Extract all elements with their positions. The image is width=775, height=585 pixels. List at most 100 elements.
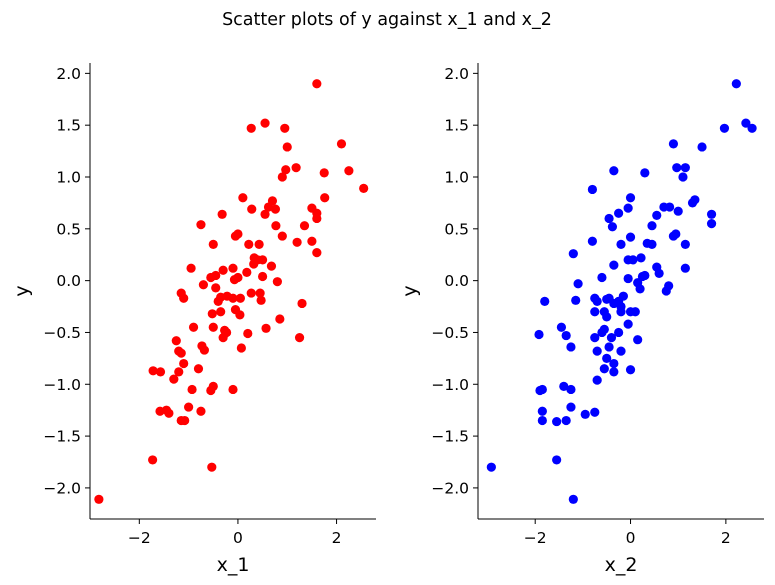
scatter-point-x1-53: [246, 288, 256, 298]
scatter-point-x2-79: [592, 346, 602, 356]
scatter-points-x2: [486, 79, 757, 504]
scatter-point-x1-6: [282, 142, 292, 152]
scatter-point-x2-66: [590, 307, 600, 317]
y-tick-label-x1-0: −2.0: [43, 479, 81, 497]
scatter-point-x1-52: [211, 283, 221, 293]
x-tick-label-x1-2: 2: [332, 529, 342, 547]
scatter-point-x1-31: [307, 236, 317, 246]
scatter-point-x1-62: [213, 296, 223, 306]
scatter-point-x2-94: [580, 409, 590, 419]
scatter-point-x2-2: [747, 123, 757, 133]
y-tick-label-x1-3: −0.5: [43, 324, 81, 342]
scatter-point-x1-75: [218, 333, 228, 343]
y-tick-label-x2-2: −1.0: [431, 376, 469, 394]
scatter-point-x1-41: [228, 263, 238, 273]
scatter-point-x1-76: [294, 333, 305, 343]
x-axis-label-x1: x_1: [217, 554, 250, 576]
scatter-point-x2-80: [616, 346, 626, 356]
scatter-point-x1-10: [319, 168, 329, 178]
scatter-point-x1-44: [242, 267, 252, 277]
scatter-point-x2-91: [566, 402, 576, 412]
scatter-point-x1-7: [291, 163, 301, 173]
scatter-point-x2-18: [665, 202, 675, 212]
y-tick-label-x2-5: 0.5: [444, 220, 469, 238]
scatter-point-x1-58: [179, 293, 189, 303]
scatter-point-x2-1: [741, 118, 751, 128]
scatter-points-x1: [94, 79, 369, 504]
scatter-point-x1-4: [280, 123, 290, 133]
scatter-point-x2-82: [609, 358, 619, 369]
scatter-point-x1-28: [233, 229, 243, 239]
scatter-point-x1-92: [187, 384, 197, 395]
scatter-point-x2-19: [614, 208, 624, 218]
scatter-point-x2-100: [568, 494, 578, 504]
scatter-point-x2-97: [561, 415, 571, 426]
scatter-point-x2-71: [614, 327, 624, 338]
scatter-point-x1-59: [228, 293, 238, 303]
y-tick-label-x2-6: 1.0: [444, 169, 469, 187]
scatter-point-x1-66: [207, 309, 217, 319]
scatter-point-x2-37: [636, 253, 646, 263]
scatter-point-x1-96: [161, 405, 172, 415]
scatter-point-x2-7: [680, 163, 690, 173]
y-tick-label-x2-4: 0.0: [444, 272, 469, 290]
scatter-point-x2-11: [587, 184, 598, 195]
scatter-point-x2-96: [537, 415, 547, 426]
y-tick-label-x1-6: 1.0: [56, 169, 81, 187]
x-tick-label-x2-0: −2: [524, 529, 547, 547]
x-tick-label-x2-1: 0: [626, 529, 636, 547]
scatter-point-x2-75: [606, 333, 617, 343]
scatter-point-x1-9: [344, 166, 354, 176]
scatter-point-x1-74: [188, 322, 199, 332]
scatter-point-x2-83: [599, 364, 609, 374]
scatter-point-x2-6: [672, 163, 682, 173]
scatter-point-x2-55: [602, 294, 612, 304]
scatter-point-x2-14: [687, 198, 698, 208]
y-tick-label-x1-2: −1.0: [43, 376, 81, 394]
scatter-point-x2-65: [602, 312, 612, 322]
scatter-point-x1-1: [312, 79, 322, 89]
y-tick-label-x2-8: 2.0: [444, 65, 469, 83]
scatter-point-x2-60: [571, 295, 581, 305]
scatter-point-x1-32: [208, 239, 218, 249]
scatter-point-x1-38: [257, 255, 268, 265]
scatter-point-x2-23: [607, 222, 618, 232]
scatter-point-x1-97: [196, 406, 206, 416]
scatter-point-x2-24: [647, 221, 657, 231]
scatter-point-x2-77: [604, 342, 614, 352]
x-tick-label-x1-1: 0: [233, 529, 243, 547]
scatter-point-x1-35: [312, 248, 322, 258]
scatter-point-x1-61: [256, 295, 266, 305]
scatter-point-x1-83: [179, 358, 189, 369]
scatter-point-x1-88: [169, 374, 179, 384]
scatter-point-x2-42: [654, 268, 664, 278]
scatter-point-x1-13: [320, 193, 330, 203]
scatter-point-x2-85: [625, 365, 636, 375]
scatter-point-x2-3: [719, 123, 730, 133]
scatter-point-x2-36: [628, 255, 638, 265]
scatter-point-x1-49: [257, 271, 268, 282]
scatter-point-x2-40: [680, 263, 690, 273]
scatter-point-x1-11: [277, 172, 287, 182]
scatter-point-x2-5: [697, 142, 707, 152]
scatter-point-x1-70: [261, 323, 271, 333]
scatter-point-x1-43: [218, 265, 228, 275]
scatter-point-x2-76: [633, 335, 643, 345]
scatter-point-x1-50: [272, 277, 282, 287]
scatter-point-x1-85: [174, 367, 184, 377]
scatter-point-x2-49: [635, 284, 645, 294]
y-axis-label-x1: y: [11, 285, 33, 296]
scatter-point-x2-33: [680, 239, 690, 249]
scatter-point-x1-68: [275, 314, 285, 324]
scatter-point-x1-5: [336, 139, 347, 149]
scatter-point-x1-14: [238, 193, 248, 203]
scatter-point-x1-100: [148, 455, 158, 465]
scatter-point-x2-87: [559, 381, 569, 391]
scatter-point-x2-12: [625, 193, 636, 203]
scatter-point-x1-91: [228, 384, 238, 395]
scatter-point-x2-57: [592, 296, 602, 306]
scatter-point-x2-78: [566, 342, 576, 352]
scatter-point-x1-99: [180, 415, 190, 426]
scatter-point-x2-98: [552, 455, 562, 465]
